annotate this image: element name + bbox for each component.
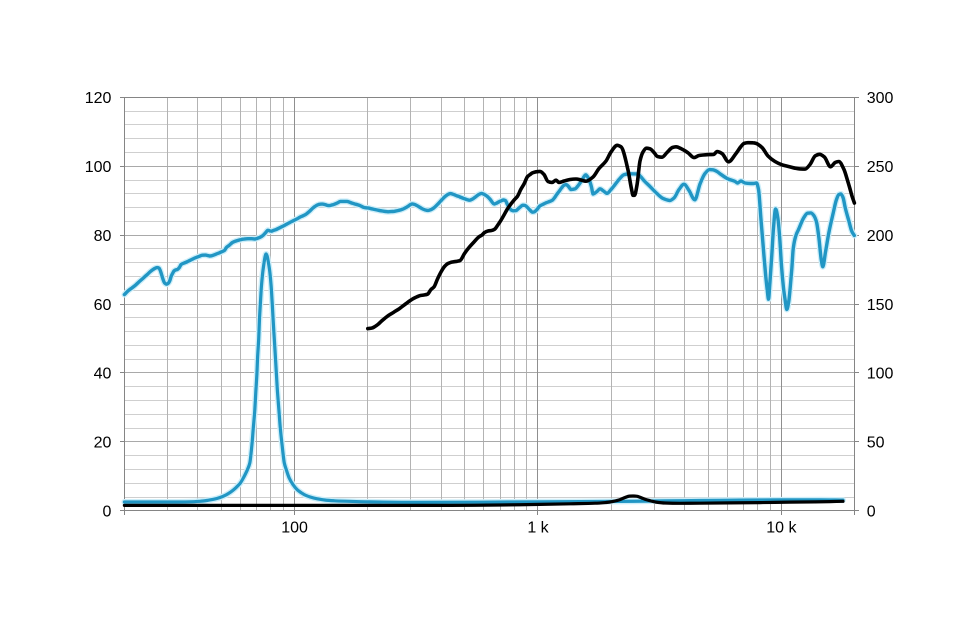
svg-text:50: 50 [867,435,885,452]
svg-text:150: 150 [867,297,894,314]
svg-text:10 k: 10 k [766,519,797,536]
svg-text:100: 100 [85,159,112,176]
svg-text:0: 0 [102,504,111,521]
svg-text:80: 80 [94,228,112,245]
svg-text:300: 300 [867,90,894,107]
svg-text:250: 250 [867,159,894,176]
svg-text:100: 100 [281,519,308,536]
svg-text:200: 200 [867,228,894,245]
svg-text:20: 20 [94,435,112,452]
svg-text:40: 40 [94,366,112,383]
svg-text:60: 60 [94,297,112,314]
svg-text:1 k: 1 k [527,519,549,536]
svg-text:100: 100 [867,366,894,383]
svg-text:0: 0 [867,504,876,521]
svg-text:120: 120 [85,90,112,107]
